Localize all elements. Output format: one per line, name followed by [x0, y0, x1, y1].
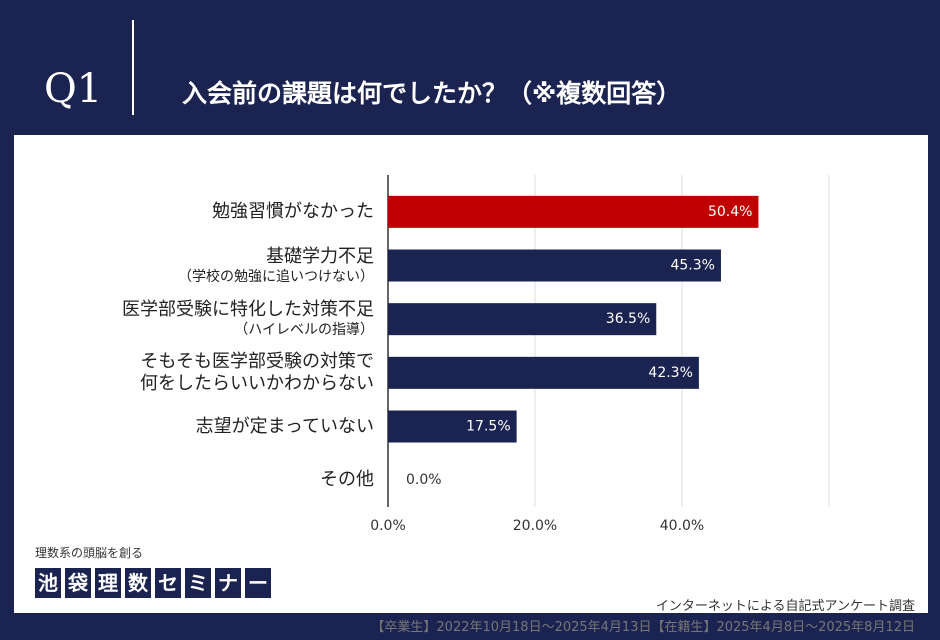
category-text: 医学部受験に特化した対策不足 [122, 299, 374, 321]
survey-period: 【卒業生】2022年10月18日～2025年4月13日【在籍生】2025年4月8… [371, 620, 915, 635]
bar [388, 303, 657, 336]
category-note: （ハイレベルの指導） [234, 322, 374, 339]
survey-method: インターネットによる自記式アンケート調査 [655, 599, 915, 614]
category-label: 医学部受験に特化した対策不足 （ハイレベルの指導） [44, 299, 374, 339]
category-text: そもそも医学部受験の対策で 何をしたらいいかわからない [140, 350, 374, 394]
x-tick-label: 0.0% [370, 518, 406, 534]
category-label: 志望が定まっていない [44, 416, 374, 438]
category-label: 勉強習慣がなかった [44, 201, 374, 223]
category-text: その他 [320, 469, 374, 491]
bar [388, 356, 699, 389]
bar [388, 410, 517, 443]
category-label: そもそも医学部受験の対策で 何をしたらいいかわからない [44, 351, 374, 395]
value-label: 0.0% [406, 472, 442, 488]
value-label: 45.3% [670, 258, 714, 274]
x-tick-label: 20.0% [513, 518, 557, 534]
logo: 池袋理数セミナー [35, 568, 275, 598]
value-label: 36.5% [606, 311, 650, 327]
category-label: その他 [44, 469, 374, 491]
category-text: 志望が定まっていない [195, 415, 374, 437]
question-number: Q1 [44, 66, 103, 112]
bar [388, 195, 759, 228]
category-label: 基礎学力不足 （学校の勉強に追いつけない） [44, 246, 374, 286]
value-label: 50.4% [708, 204, 752, 220]
bar [388, 249, 721, 282]
x-tick-label: 40.0% [660, 518, 704, 534]
value-label: 17.5% [466, 419, 510, 435]
value-label: 42.3% [648, 365, 692, 381]
category-note: （学校の勉強に追いつけない） [178, 268, 374, 285]
question-title: 入会前の課題は何でしたか？（※複数回答） [182, 79, 682, 108]
category-text: 勉強習慣がなかった [212, 200, 374, 222]
category-text: 基礎学力不足 [266, 245, 374, 267]
tagline: 理数系の頭脳を創る [35, 546, 144, 560]
